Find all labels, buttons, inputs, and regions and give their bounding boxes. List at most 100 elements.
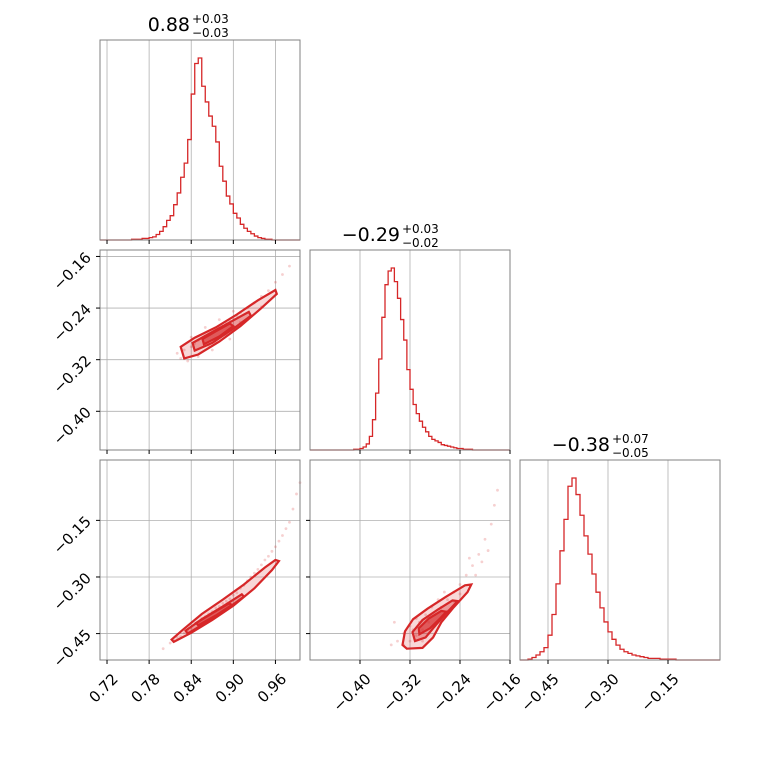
x1-vs-x3-ytick-label: −0.45: [50, 626, 95, 671]
x1-vs-x3-scatter-point: [288, 520, 291, 524]
x2-vs-x3-scatter-point: [408, 639, 412, 643]
x1-vs-x2-contour-line: [179, 288, 279, 360]
x1-vs-x2-scatter-point: [175, 351, 179, 355]
x2-marginal-title-value: −0.29: [342, 224, 400, 246]
x1-vs-x3-scatter-point: [256, 568, 260, 571]
x1-vs-x3-scatter-point: [284, 527, 288, 531]
title-layer: 0.88 +0.03−0.03−0.29 +0.03−0.02−0.38 +0.07−…: [148, 12, 649, 460]
x3-marginal-xtick-label: −0.30: [578, 670, 623, 715]
x1-vs-x3-scatter-point: [281, 534, 284, 537]
x1-vs-x3-xtick-label: 0.78: [128, 670, 164, 706]
x1-vs-x3-scatter-point: [267, 554, 270, 558]
x1-vs-x3-scatter-point: [252, 571, 256, 575]
x1-vs-x2-scatter-point: [203, 326, 207, 329]
x1-vs-x2-frame: [99, 249, 301, 451]
x2-vs-x3-scatter-point: [480, 560, 484, 564]
x1-vs-x3-scatter-point: [270, 549, 274, 553]
x2-vs-x3-contour-fill: [418, 610, 447, 635]
x2-marginal-title: −0.29 +0.03−0.02: [342, 222, 439, 250]
x2-vs-x3-xtick-label: −0.32: [380, 670, 425, 715]
x1-vs-x3-scatter-point: [182, 631, 186, 635]
x1-marginal-histogram-step: [100, 57, 300, 241]
x2-vs-x3-scatter-point: [467, 556, 471, 560]
x3-marginal-title-lower: −0.05: [612, 446, 649, 460]
x2-vs-x3-scatter-point: [492, 503, 496, 507]
x2-vs-x3-scatter-point: [458, 592, 462, 596]
x2-vs-x3-scatter-point: [474, 573, 478, 577]
x1-vs-x3-contour-fill: [196, 603, 232, 626]
x2-vs-x3-scatter-point: [464, 573, 468, 577]
tick-layer: −0.45 −0.30 −0.15−0.16−0.24−0.32−0.400.72 0…: [50, 240, 683, 715]
x2-vs-x3-scatter-point: [414, 634, 418, 637]
x1-vs-x2-scatter-point: [288, 264, 291, 268]
x2-vs-x3-scatter-point: [483, 537, 487, 541]
x1-vs-x2-scatter-point: [231, 309, 235, 313]
x2-marginal-histogram-step: [310, 267, 510, 451]
x3-marginal-title-upper: +0.07: [612, 432, 649, 446]
x1-vs-x3-contour-line: [194, 602, 235, 627]
x1-vs-x2-scatter-point: [179, 356, 183, 360]
x1-vs-x2-scatter-point: [267, 289, 270, 293]
x1-vs-x2-ytick-label: −0.24: [50, 300, 95, 345]
x1-vs-x2-contour-line: [191, 310, 253, 353]
x2-marginal-title-upper: +0.03: [402, 222, 439, 236]
x1-vs-x3-scatter-point: [214, 606, 218, 610]
x1-vs-x2-scatter-point: [217, 318, 221, 322]
x1-marginal-title-upper: +0.03: [192, 12, 229, 26]
x1-vs-x3-scatter-point: [161, 647, 165, 651]
x1-vs-x3-scatter-point: [295, 492, 298, 496]
x1-vs-x2-scatter-point: [228, 337, 232, 341]
x1-vs-x3-scatter-point: [260, 563, 263, 567]
x2-vs-x3-contour-line: [411, 599, 460, 643]
x2-vs-x3-scatter-point: [421, 639, 424, 643]
x1-vs-x3-scatter-point: [263, 558, 267, 562]
x3-marginal-xtick-label: −0.45: [518, 670, 563, 715]
data-layer: [100, 57, 720, 661]
x1-vs-x2-ytick-label: −0.40: [50, 403, 95, 448]
x1-vs-x3-scatter-point: [228, 597, 232, 601]
x1-vs-x2-scatter-point: [189, 345, 193, 349]
x2-vs-x3-scatter-point: [396, 639, 399, 643]
x3-marginal-xtick-label: −0.15: [638, 670, 683, 715]
frame-layer: [99, 39, 721, 661]
x3-marginal-title-value: −0.38: [552, 434, 610, 456]
x1-vs-x2-scatter-point: [189, 335, 193, 339]
x1-vs-x2-ytick-label: −0.32: [50, 352, 95, 397]
x1-marginal-title-lower: −0.03: [192, 26, 229, 40]
x1-vs-x3-xtick-label: 0.96: [254, 670, 290, 706]
x1-vs-x3-scatter-point: [231, 593, 235, 597]
x2-marginal-title-lower: −0.02: [402, 236, 439, 250]
x1-vs-x2-scatter-point: [182, 348, 186, 352]
x2-vs-x3-scatter-point: [471, 564, 474, 568]
x1-marginal-frame: [99, 39, 301, 241]
x1-vs-x3-scatter-point: [235, 591, 239, 595]
x2-vs-x3-scatter-point: [489, 522, 493, 526]
x1-vs-x3-scatter-point: [274, 545, 277, 549]
x2-vs-x3-contour-line: [417, 609, 449, 637]
x2-vs-x3-scatter-point: [424, 613, 428, 617]
x1-vs-x3-frame: [99, 459, 301, 661]
x2-vs-x3-scatter-point: [458, 583, 462, 586]
x2-vs-x3-xtick-label: −0.40: [330, 670, 375, 715]
x1-vs-x3-ytick-label: −0.30: [50, 569, 95, 614]
x3-marginal-frame: [519, 459, 721, 661]
x1-vs-x2-contour-line: [201, 322, 236, 346]
x1-vs-x3-xtick-label: 0.72: [85, 670, 121, 706]
x1-vs-x2-scatter-point: [210, 348, 214, 352]
x1-marginal-title-value: 0.88: [148, 14, 190, 36]
x1-vs-x2-scatter-point: [281, 273, 284, 276]
x1-vs-x3-scatter-point: [291, 507, 295, 511]
x2-vs-x3-scatter-point: [446, 598, 449, 602]
x1-vs-x2-scatter-point: [186, 359, 190, 363]
x1-vs-x3-ytick-label: −0.15: [50, 512, 95, 557]
x2-vs-x3-scatter-point: [496, 488, 499, 492]
x1-vs-x3-scatter-point: [168, 641, 172, 645]
x3-marginal-title: −0.38 +0.07−0.05: [552, 432, 649, 460]
x2-vs-x3-scatter-point: [392, 620, 396, 624]
x1-marginal-title: 0.88 +0.03−0.03: [148, 12, 229, 40]
x1-vs-x3-xtick-label: 0.84: [170, 670, 206, 706]
x2-vs-x3-scatter-point: [486, 549, 490, 552]
x1-vs-x3-scatter-point: [221, 601, 225, 605]
x1-vs-x2-ytick-label: −0.16: [50, 249, 95, 294]
x1-vs-x2-contour-fill: [202, 323, 234, 345]
